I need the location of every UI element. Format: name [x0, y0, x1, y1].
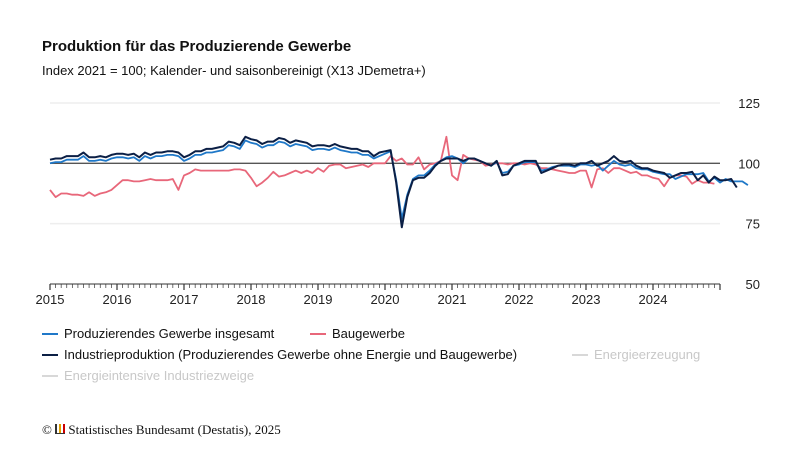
y-tick-label: 100	[738, 156, 760, 171]
series-line-2	[49, 135, 738, 229]
legend-item-energieintensiv[interactable]: Energieintensive Industriezweige	[42, 368, 254, 383]
destatis-logo-icon	[55, 424, 66, 434]
legend-item-energie[interactable]: Energieerzeugung	[572, 347, 700, 362]
source-text: Statistisches Bundesamt (Destatis), 2025	[68, 422, 281, 437]
x-tick-label: 2022	[505, 292, 534, 307]
legend-swatch	[42, 332, 58, 335]
line-chart: 50 75 100 125 2015 2016 2017 2018 2019 2020 2021 20…	[36, 96, 760, 307]
chart-subtitle: Index 2021 = 100; Kalender- und saisonbe…	[42, 63, 426, 78]
series-line-1	[49, 135, 715, 198]
y-tick-label: 50	[746, 277, 760, 292]
x-tick-label: 2019	[304, 292, 333, 307]
legend-item-bau[interactable]: Baugewerbe	[310, 326, 405, 341]
legend-label: Energieerzeugung	[594, 347, 701, 362]
x-tick-label: 2020	[371, 292, 400, 307]
x-tick-label: 2024	[639, 292, 668, 307]
legend-swatch	[310, 332, 326, 335]
y-tick-label: 75	[746, 217, 760, 232]
y-tick-label: 125	[738, 96, 760, 111]
legend-swatch	[572, 353, 588, 356]
legend-label: Industrieproduktion (Produzierendes Gewe…	[64, 347, 518, 362]
legend-label: Energieintensive Industriezweige	[64, 368, 255, 383]
x-tick-label: 2021	[438, 292, 467, 307]
footer-source: © Statistisches Bundesamt (Destatis), 20…	[42, 422, 281, 438]
x-tick-label: 2016	[103, 292, 132, 307]
x-tick-label: 2015	[36, 292, 65, 307]
legend-item-gesamt[interactable]: Produzierendes Gewerbe insgesamt	[42, 326, 274, 341]
x-tick-label: 2017	[170, 292, 199, 307]
chart-title: Produktion für das Produzierende Gewerbe	[42, 38, 352, 55]
legend-label: Baugewerbe	[332, 326, 405, 341]
legend-label: Produzierendes Gewerbe insgesamt	[64, 326, 275, 341]
legend-swatch	[42, 353, 58, 356]
x-tick-label: 2023	[572, 292, 601, 307]
x-tick-label: 2018	[237, 292, 266, 307]
legend-swatch	[42, 374, 58, 377]
copyright-symbol: ©	[42, 422, 52, 437]
legend-item-industrie[interactable]: Industrieproduktion (Produzierendes Gewe…	[42, 347, 517, 362]
